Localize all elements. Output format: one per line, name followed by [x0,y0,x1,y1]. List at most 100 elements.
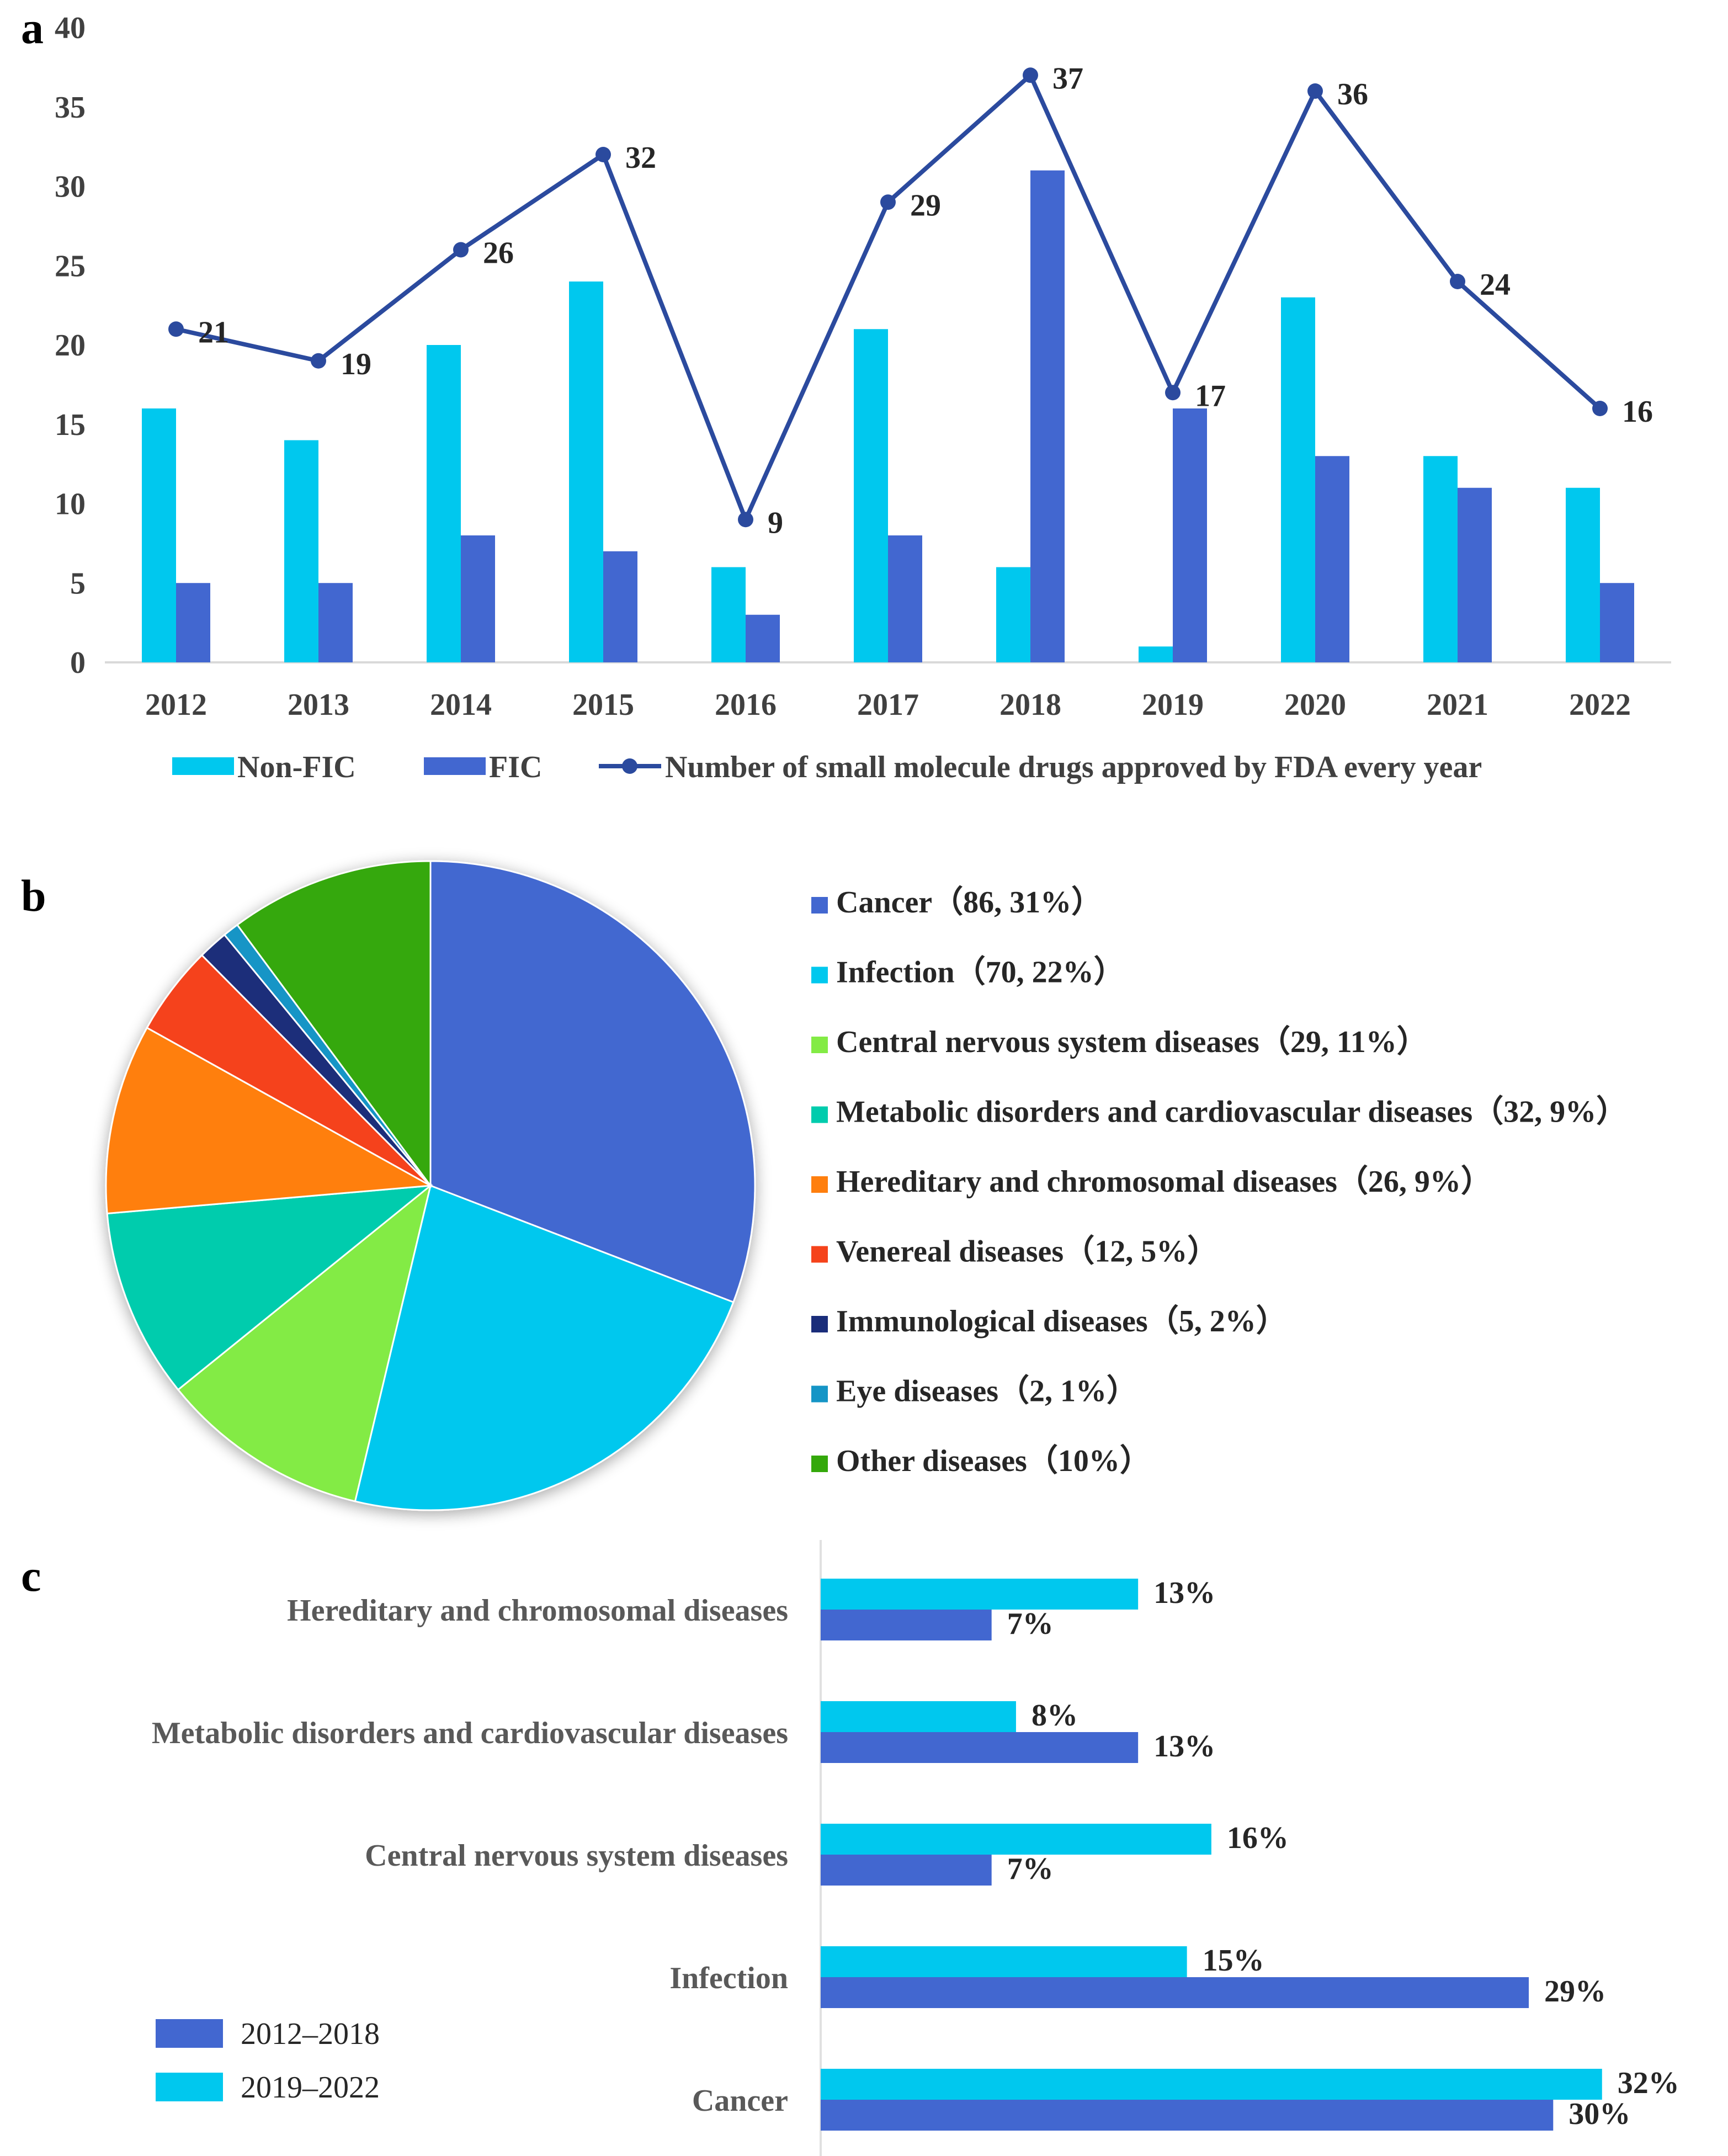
x-tick-label: 2014 [430,688,492,722]
line-point [1592,401,1608,416]
legend-swatch [811,967,828,984]
legend-swatch [811,1316,828,1332]
bar-value-label: 29% [1544,1974,1606,2009]
bar-fic [318,583,353,662]
legend-label: Infection（70, 22%） [836,955,1125,990]
y-tick-label: 20 [55,328,86,363]
line-data-label: 26 [483,236,514,270]
y-tick-label: 0 [70,646,86,680]
bar-value-label: 13% [1153,1576,1215,1610]
line-data-label: 16 [1622,395,1653,429]
bar-fic [176,583,210,662]
bar-non-fic [427,345,461,662]
bar-non-fic [1281,297,1315,662]
legend-swatch-fic [424,757,486,775]
legend-label-non-fic: Non-FIC [237,750,356,784]
legend-label-fic: FIC [489,750,542,784]
panel-c-label: c [21,1550,41,1601]
line-point [453,242,469,258]
bar-value-label: 30% [1569,2097,1630,2131]
legend-swatch [811,1385,828,1403]
legend-label: Eye diseases（2, 1%） [836,1374,1137,1409]
bar-fic [1030,170,1065,662]
legend-label-2019-2022: 2019–2022 [241,2070,380,2105]
bar-fic [746,614,780,662]
y-tick-label: 40 [55,11,86,45]
line-data-label: 24 [1480,268,1511,302]
y-tick-label: 30 [55,170,86,204]
bar-value-label: 16% [1227,1821,1289,1855]
line-data-label: 17 [1195,379,1226,413]
legend-label: Venereal diseases（12, 5%） [836,1234,1218,1269]
bar-2019-2022 [821,1946,1187,1977]
panel-a-y-axis: 0 5 10 15 20 25 30 35 40 [55,11,86,680]
bar-fic [1173,408,1207,662]
panel-b-legend: Cancer（86, 31%） Infection（70, 22%） Central… [811,885,1627,1478]
x-tick-label: 2018 [999,688,1061,722]
bar-value-label: 8% [1032,1698,1078,1733]
x-tick-label: 2022 [1569,688,1631,722]
line-point [1023,67,1038,83]
bar-non-fic [142,408,176,662]
panel-a-legend: Non-FIC FIC Number of small molecule drugs… [172,750,1482,784]
y-tick-label: 5 [70,566,86,601]
panel-c-hbar-chart: c 13% 7% 8% 13% 16% 7% 15% 29% 32%30% Hereditary… [21,1540,1679,2156]
pie-slice [236,860,432,1188]
bar-value-label: 7% [1007,1852,1054,1886]
line-data-label: 32 [625,141,656,175]
pie-slice [146,954,432,1187]
line-point [738,512,753,528]
bar-2012-2018 [821,1855,992,1886]
legend-label: Cancer（86, 31%） [836,885,1102,920]
line-data-label: 36 [1337,77,1368,111]
category-label: Central nervous system diseases [365,1839,788,1873]
category-label: Hereditary and chromosomal diseases [287,1594,788,1628]
bar-2012-2018 [821,1610,992,1640]
line-point [168,321,184,337]
category-label: Cancer [692,2084,788,2118]
pie-slice [177,1183,432,1502]
bar-fic [461,535,495,662]
panel-a-line-series: 21 19 26 32 9 29 37 17 36 24 16 [168,61,1653,540]
legend-swatch-non-fic [172,757,234,775]
bar-2019-2022 [821,2069,1602,2100]
bar-value-label: 15% [1203,1943,1264,1978]
y-tick-label: 10 [55,487,86,522]
line-point [596,147,611,162]
panel-a-label: a [21,3,44,53]
legend-swatch-2019-2022 [156,2073,223,2101]
legend-swatch-2012-2018 [156,2019,223,2048]
category-label: Infection [669,1961,788,1995]
bar-non-fic [284,440,318,662]
bar-2019-2022 [821,1579,1139,1610]
pie-slice [429,860,756,1304]
x-tick-label: 2019 [1142,688,1204,722]
x-tick-label: 2015 [572,688,634,722]
legend-label: Metabolic disorders and cardiovascular d… [836,1095,1627,1129]
line-data-label: 9 [768,506,783,540]
panel-a-bars [142,170,1634,662]
x-tick-label: 2020 [1284,688,1346,722]
legend-swatch-line-marker [622,758,637,774]
line-point [311,353,326,369]
bar-2012-2018 [821,1977,1529,2008]
line-point [1307,83,1323,99]
bar-2019-2022 [821,1701,1016,1732]
panel-b-pie [105,860,756,1511]
panel-a-x-axis: 2012 2013 2014 2015 2016 2017 2018 2019 2020 2021… [145,688,1631,722]
legend-label-2012-2018: 2012–2018 [241,2017,380,2051]
line-data-label: 21 [198,315,229,349]
legend-swatch [811,1176,828,1193]
bar-value-label: 32% [1618,2066,1679,2100]
line-data-label: 29 [910,188,941,222]
legend-swatch [811,897,828,914]
legend-swatch [811,1246,828,1263]
legend-swatch [811,1456,828,1472]
line-point [1450,274,1465,289]
bar-non-fic [1423,456,1458,662]
bar-non-fic [1566,487,1600,662]
bar-2012-2018 [821,1732,1139,1763]
legend-label: Immunological diseases（5, 2%） [836,1304,1287,1339]
legend-label: Central nervous system diseases（29, 11%） [836,1024,1428,1059]
